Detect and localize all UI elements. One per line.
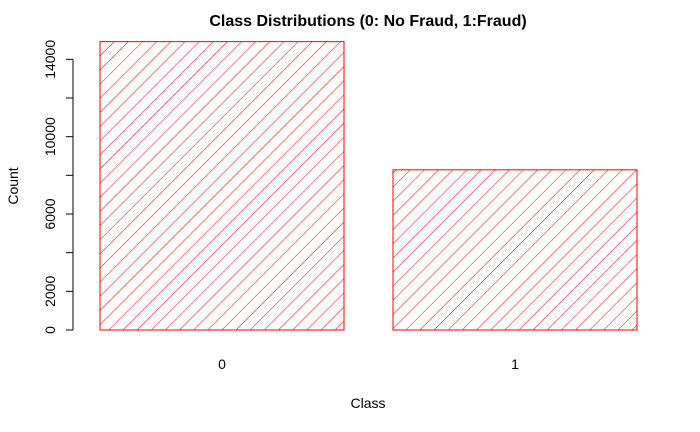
y-tick-label-10000: 10000 (42, 117, 58, 156)
y-tick-label-6000: 6000 (42, 198, 58, 229)
bars (99, 41, 638, 331)
y-axis: 0 2000 6000 10000 14000 (42, 40, 74, 334)
bar-1 (392, 169, 638, 331)
y-tick-label-0: 0 (42, 326, 58, 334)
y-axis-label: Count (5, 167, 21, 204)
x-tick-label-1: 1 (511, 356, 519, 372)
bar-0 (99, 41, 345, 331)
y-tick-label-14000: 14000 (42, 40, 58, 79)
y-tick-label-2000: 2000 (42, 276, 58, 307)
x-axis-label: Class (350, 395, 385, 411)
chart-title: Class Distributions (0: No Fraud, 1:Frau… (209, 13, 526, 30)
x-tick-label-0: 0 (218, 356, 226, 372)
